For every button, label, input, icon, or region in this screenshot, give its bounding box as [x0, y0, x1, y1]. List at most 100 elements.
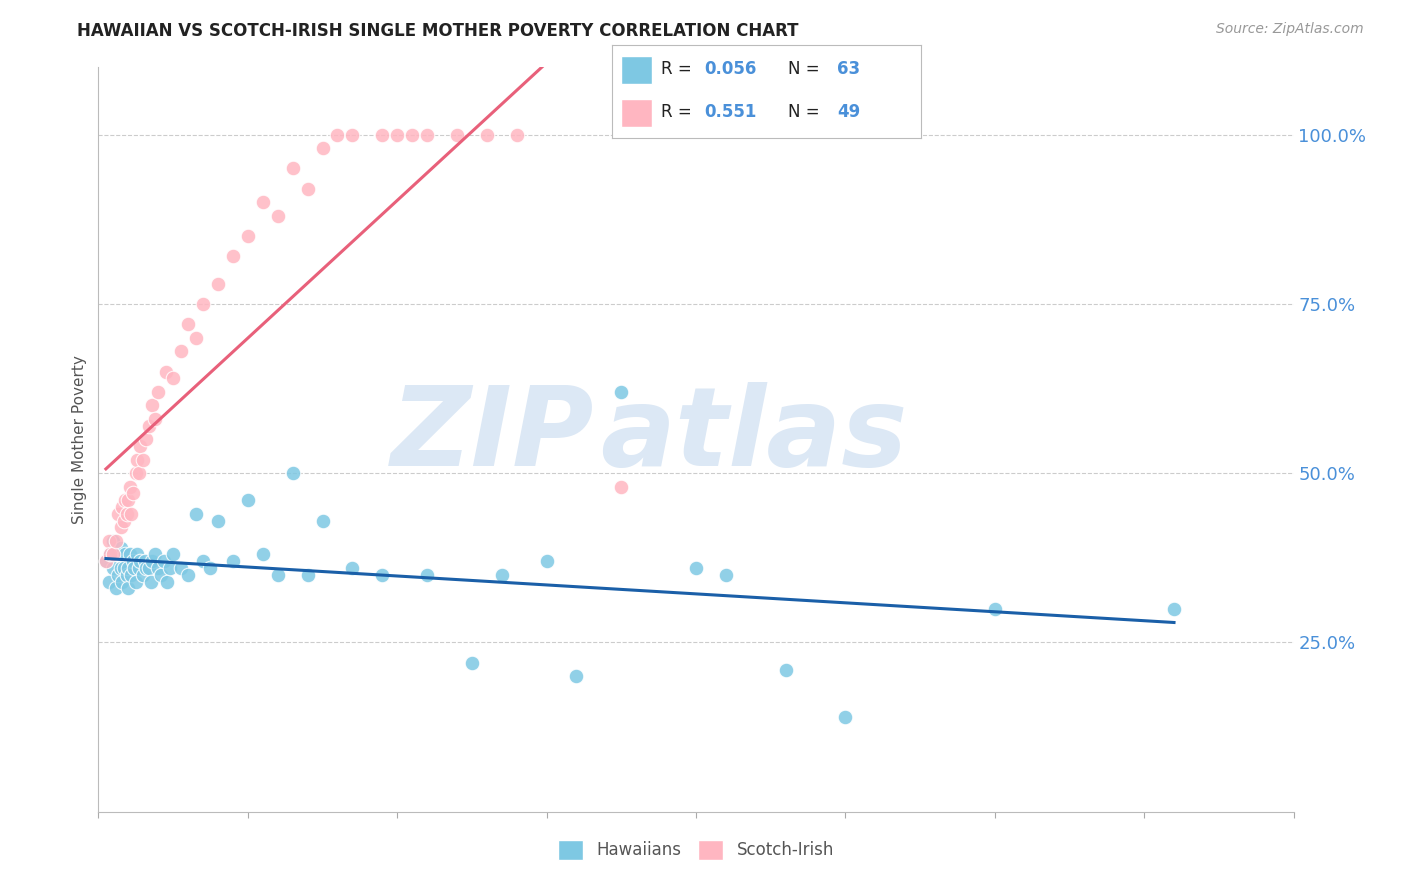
Point [105, 533, 128, 548]
Point [156, 574, 179, 589]
Point [127, 452, 149, 467]
Point [111, 574, 134, 589]
Point [120, 567, 142, 582]
Point [342, 561, 364, 575]
Point [115, 507, 138, 521]
Point [141, 554, 163, 568]
Point [326, 128, 349, 142]
Text: N =: N = [787, 103, 825, 120]
Point [222, 250, 245, 264]
Point [98, 548, 122, 562]
Point [103, 561, 125, 575]
Legend: Hawaiians, Scotch-Irish: Hawaiians, Scotch-Irish [551, 833, 841, 867]
Text: Source: ZipAtlas.com: Source: ZipAtlas.com [1216, 22, 1364, 37]
Point [141, 399, 163, 413]
Point [135, 433, 157, 447]
Point [118, 480, 141, 494]
Point [125, 574, 148, 589]
Point [714, 567, 737, 582]
Point [129, 554, 152, 568]
Point [169, 344, 191, 359]
Point [311, 514, 333, 528]
Point [200, 561, 222, 575]
Point [162, 371, 184, 385]
Text: ZIP: ZIP [391, 382, 595, 489]
Point [139, 574, 162, 589]
Point [110, 520, 132, 534]
Point [97, 533, 120, 548]
Point [177, 567, 200, 582]
Point [103, 548, 125, 562]
Point [416, 567, 439, 582]
Point [506, 128, 529, 142]
Point [107, 567, 129, 582]
Point [148, 561, 170, 575]
Point [162, 548, 184, 562]
Point [128, 466, 150, 480]
Point [97, 574, 120, 589]
Point [207, 277, 229, 291]
Bar [621, 56, 652, 84]
Point [191, 297, 214, 311]
Point [127, 548, 149, 562]
Text: atlas: atlas [600, 382, 908, 489]
Text: 0.551: 0.551 [704, 103, 756, 120]
Point [155, 365, 177, 379]
Point [132, 452, 155, 467]
Point [222, 554, 245, 568]
Point [107, 507, 129, 521]
Point [184, 507, 207, 521]
Point [110, 541, 132, 555]
Point [281, 466, 304, 480]
Point [281, 161, 304, 176]
Text: HAWAIIAN VS SCOTCH-IRISH SINGLE MOTHER POVERTY CORRELATION CHART: HAWAIIAN VS SCOTCH-IRISH SINGLE MOTHER P… [77, 22, 799, 40]
Point [105, 582, 128, 596]
Text: 0.056: 0.056 [704, 61, 756, 78]
Point [775, 663, 797, 677]
Point [475, 128, 498, 142]
Point [236, 493, 259, 508]
Point [150, 567, 173, 582]
Point [267, 209, 290, 223]
Point [371, 567, 394, 582]
Point [252, 548, 274, 562]
Point [138, 418, 160, 433]
Point [117, 561, 139, 575]
Point [252, 195, 274, 210]
Point [416, 128, 439, 142]
Point [371, 128, 394, 142]
Text: 63: 63 [838, 61, 860, 78]
Point [461, 656, 484, 670]
Text: R =: R = [661, 61, 697, 78]
Point [94, 554, 117, 568]
Point [446, 128, 468, 142]
Point [267, 567, 290, 582]
Point [134, 554, 156, 568]
Point [184, 331, 207, 345]
Text: R =: R = [661, 103, 697, 120]
Point [124, 561, 146, 575]
Point [297, 182, 319, 196]
Point [236, 229, 259, 244]
Point [148, 384, 170, 399]
Point [610, 480, 633, 494]
Point [834, 710, 856, 724]
Text: N =: N = [787, 61, 825, 78]
Point [1163, 601, 1185, 615]
Point [103, 533, 125, 548]
Point [129, 439, 152, 453]
Point [159, 561, 181, 575]
Point [385, 128, 409, 142]
Bar [621, 99, 652, 127]
Point [135, 561, 157, 575]
Text: 49: 49 [838, 103, 860, 120]
Point [121, 486, 143, 500]
Point [138, 561, 160, 575]
Point [98, 548, 122, 562]
Point [565, 669, 588, 683]
Point [177, 317, 200, 331]
Point [112, 514, 135, 528]
Point [120, 507, 142, 521]
Point [342, 128, 364, 142]
Point [110, 561, 132, 575]
